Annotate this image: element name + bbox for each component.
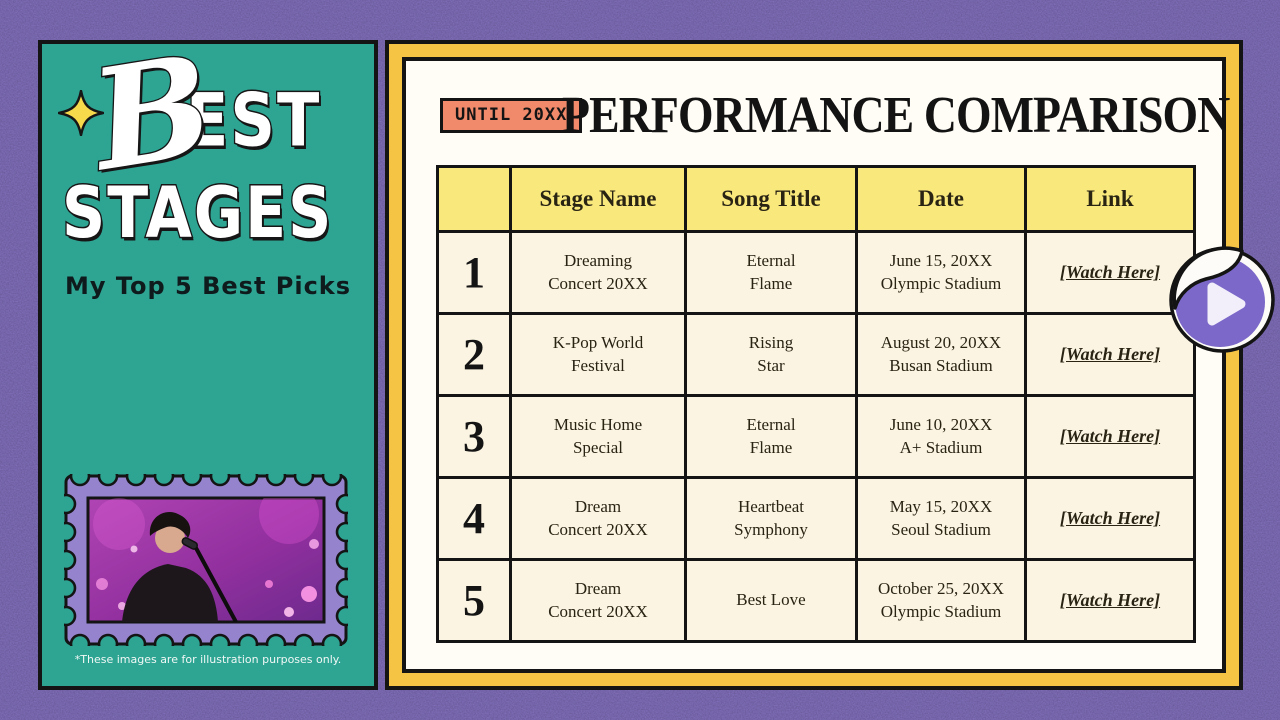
date-row5: October 25, 20XX Olympic Stadium [858, 561, 1024, 640]
link-cell-row1[interactable]: [Watch Here] [1027, 233, 1193, 312]
stage-name-row4: Dream Concert 20XX [512, 479, 684, 558]
watch-here-link[interactable]: [Watch Here] [1059, 507, 1161, 528]
column-header-stage-name: Stage Name [512, 168, 684, 230]
play-icon [1207, 282, 1246, 326]
stage-name-row1: Dreaming Concert 20XX [512, 233, 684, 312]
link-cell-row3[interactable]: [Watch Here] [1027, 397, 1193, 476]
watch-here-link[interactable]: [Watch Here] [1059, 261, 1161, 282]
link-cell-row4[interactable]: [Watch Here] [1027, 479, 1193, 558]
disclaimer-footnote: *These images are for illustration purpo… [74, 653, 342, 666]
date-row4: May 15, 20XX Seoul Stadium [858, 479, 1024, 558]
song-title-row2: Rising Star [687, 315, 855, 394]
rank-cell-row2: 2 [439, 315, 509, 394]
sparkle-icon [58, 90, 104, 136]
song-title-row1: Eternal Flame [687, 233, 855, 312]
watch-here-link[interactable]: [Watch Here] [1059, 343, 1161, 364]
stage-name-row5: Dream Concert 20XX [512, 561, 684, 640]
date-row1: June 15, 20XX Olympic Stadium [858, 233, 1024, 312]
stage-name-row3: Music Home Special [512, 397, 684, 476]
column-header-blank [439, 168, 509, 230]
date-row2: August 20, 20XX Busan Stadium [858, 315, 1024, 394]
column-header-song-title: Song Title [687, 168, 855, 230]
rank-cell-row5: 5 [439, 561, 509, 640]
logo-script-letter: B [81, 22, 224, 204]
column-header-link: Link [1027, 168, 1193, 230]
rank-cell-row3: 3 [439, 397, 509, 476]
comparison-table: Stage Name Song Title Date Link 1 Dreaming Co… [436, 165, 1196, 643]
song-title-row4: Heartbeat Symphony [687, 479, 855, 558]
play-button-sticker[interactable] [1166, 242, 1278, 354]
logo-line2: STAGES [61, 172, 334, 255]
link-cell-row2[interactable]: [Watch Here] [1027, 315, 1193, 394]
column-header-date: Date [858, 168, 1024, 230]
rank-cell-row1: 1 [439, 233, 509, 312]
tagline: My Top 5 Best Picks [64, 272, 352, 300]
stage-name-row2: K-Pop World Festival [512, 315, 684, 394]
link-cell-row5[interactable]: [Watch Here] [1027, 561, 1193, 640]
performer-photo [93, 498, 319, 622]
page-title: PERFORMANCE COMPARISON [562, 87, 1230, 144]
date-row3: June 10, 20XX A+ Stadium [858, 397, 1024, 476]
until-badge: UNTIL 20XX [440, 98, 583, 133]
rank-cell-row4: 4 [439, 479, 509, 558]
logo-line1: EST [185, 76, 322, 164]
stamp-scallop-edge [64, 474, 348, 646]
watch-here-link[interactable]: [Watch Here] [1059, 589, 1161, 610]
sticker-peel-corner [1172, 246, 1244, 310]
watch-here-link[interactable]: [Watch Here] [1059, 425, 1161, 446]
postage-stamp-photo [64, 474, 348, 646]
song-title-row3: Eternal Flame [687, 397, 855, 476]
song-title-row5: Best Love [687, 561, 855, 640]
